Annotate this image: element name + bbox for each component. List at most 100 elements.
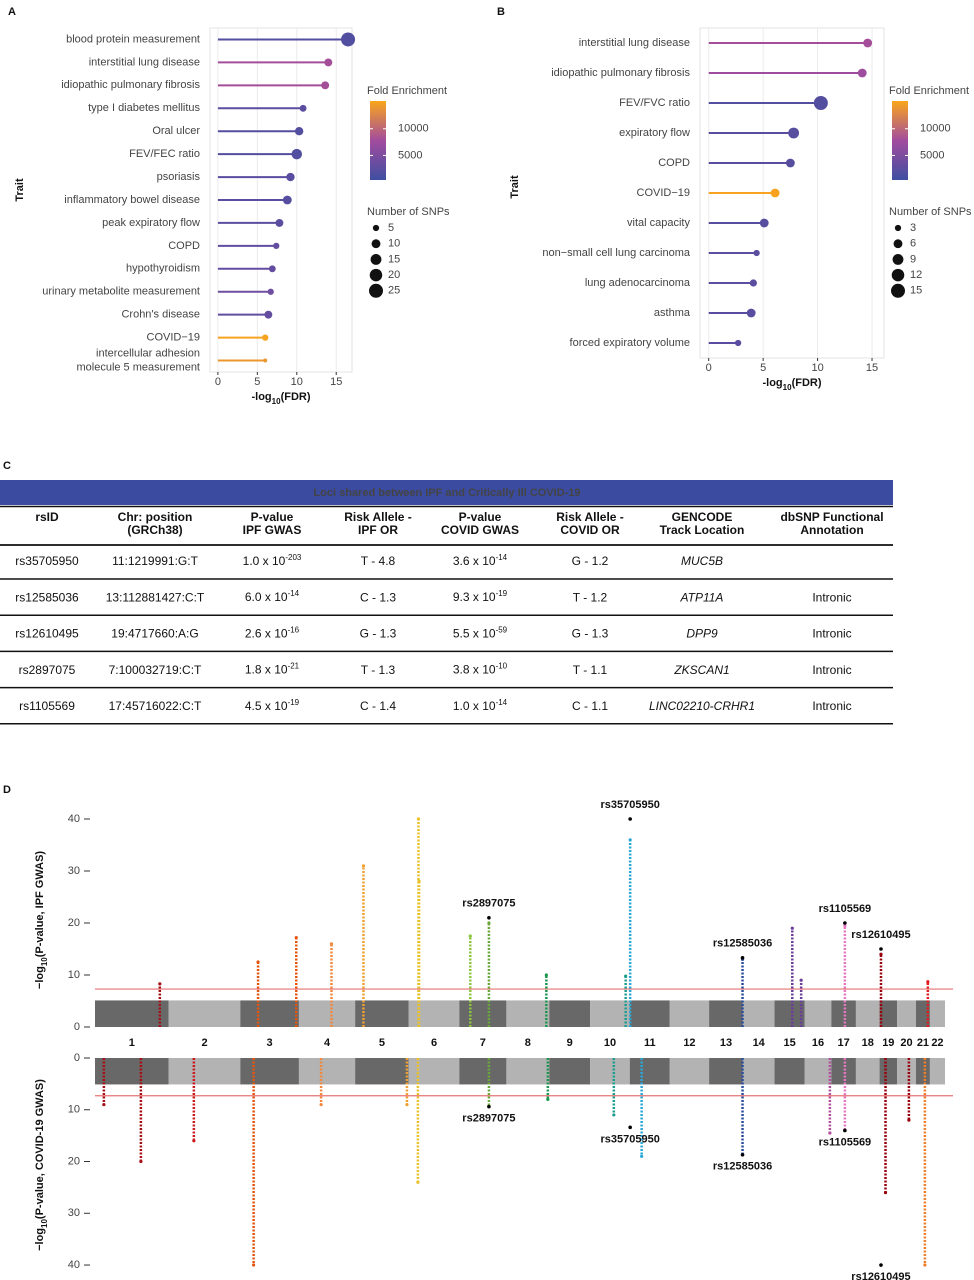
chrom-band [897, 1000, 916, 1027]
chrom-label: 17 [838, 1037, 850, 1049]
chrom-band [929, 1058, 945, 1085]
y-axis-label: −log10(P-value, IPF GWAS) [34, 851, 49, 990]
dot [268, 265, 276, 273]
chrom-label: 11 [644, 1037, 656, 1049]
table-cell-sup: -21 [288, 661, 300, 670]
x-tick-label: 0 [215, 376, 221, 388]
colorbar-label: 10000 [398, 123, 429, 135]
dot [275, 218, 284, 227]
y-axis-label-sub: 10 [40, 957, 49, 966]
chrom-label: 19 [882, 1037, 894, 1049]
chrom-band [168, 1000, 241, 1027]
dot [294, 127, 304, 136]
y-axis-label: Trait [14, 178, 26, 202]
chrom-band [879, 1058, 898, 1085]
size-label: 12 [910, 269, 922, 281]
size-label: 5 [388, 222, 394, 234]
table-cell: T - 1.2 [573, 590, 608, 604]
size-label: 6 [910, 238, 916, 250]
peak-top [828, 1131, 832, 1135]
chrom-band [459, 1000, 507, 1027]
annotated-snp [740, 956, 745, 960]
dot [734, 339, 742, 347]
category-label: non−small cell lung carcinoma [542, 247, 691, 259]
y-tick-label: 40 [68, 813, 80, 825]
annotated-snp [740, 1152, 745, 1157]
table-header-line: (GRCh38) [127, 523, 182, 537]
chrom-band [915, 1058, 930, 1085]
dot [863, 38, 873, 48]
chrom-band [742, 1000, 775, 1027]
table-cell-sup: -14 [496, 553, 508, 562]
table-cell-base: 2.6 x 10 [245, 627, 288, 641]
table-cell-base: 1.0 x 10 [243, 554, 286, 568]
chrom-label: 1 [129, 1037, 135, 1049]
chrom-label: 15 [783, 1037, 795, 1049]
annotated-snp [487, 1104, 491, 1109]
snp-label: rs1105569 [819, 903, 872, 915]
table-header-line: GENCODE [672, 510, 733, 524]
x-axis-label: -log10(FDR) [251, 391, 310, 406]
table-cell: Intronic [812, 699, 851, 713]
peak-top [883, 1190, 888, 1195]
chrom-label: 10 [604, 1037, 616, 1049]
chrom-label: 4 [324, 1037, 331, 1049]
x-axis-label-base: -log [251, 391, 271, 403]
snp-label: rs1105569 [819, 1136, 872, 1148]
category-label-line: intercellular adhesion [96, 347, 200, 359]
y-tick-label: 20 [68, 1155, 80, 1167]
table-cell: MUC5B [681, 554, 723, 568]
dot [262, 334, 269, 341]
table-cell: C - 1.3 [360, 590, 396, 604]
chrom-band [915, 1000, 930, 1027]
table-cell-base: 6.0 x 10 [245, 590, 288, 604]
table-cell-sup: -16 [288, 625, 300, 634]
peak-top [544, 973, 548, 977]
chrom-label: 8 [525, 1037, 531, 1049]
chrom-band [408, 1058, 460, 1085]
chrom-label: 6 [431, 1037, 437, 1049]
table-cell-base: 5.5 x 10 [453, 627, 496, 641]
y-tick-label: 10 [68, 1104, 80, 1116]
table-cell: ZKSCAN1 [673, 663, 729, 677]
x-tick-label: 15 [330, 376, 342, 388]
category-label: interstitial lung disease [579, 37, 690, 49]
dot [746, 308, 756, 318]
table-cell: T - 1.3 [361, 663, 396, 677]
table-cell: rs12585036 [15, 590, 79, 604]
peak-top [256, 960, 260, 964]
category-label: idiopathic pulmonary fibrosis [61, 79, 200, 91]
dot [299, 104, 307, 112]
category-label: lung adenocarcinoma [585, 277, 691, 289]
y-axis-label-rest: (P-value, COVID-19 GWAS) [34, 1079, 46, 1219]
table-title: Loci shared between IPF and Critically I… [313, 487, 580, 499]
plot-border [209, 27, 353, 373]
y-axis-label-sub: 10 [40, 1219, 49, 1228]
chrom-label: 16 [812, 1037, 824, 1049]
peak-top [546, 1097, 550, 1102]
chrom-band [804, 1000, 832, 1027]
category-label: Crohn's disease [121, 309, 200, 321]
chrom-band [240, 1058, 299, 1085]
dot [267, 288, 274, 295]
peak-top [487, 921, 491, 925]
category-label: FEV/FVC ratio [619, 97, 690, 109]
x-tick-label: 15 [866, 362, 878, 374]
chrom-label: 20 [900, 1037, 912, 1049]
legend-title: Number of SNPs [367, 206, 450, 218]
table-header-line: Risk Allele - [556, 510, 624, 524]
size-key [372, 224, 380, 232]
legend-title: Number of SNPs [889, 206, 972, 218]
x-tick-label: 0 [706, 362, 712, 374]
annotated-snp [487, 916, 491, 920]
table-cell: 4.5 x 10-19 [245, 697, 300, 713]
table-cell-sup: -14 [288, 589, 300, 598]
chrom-band [709, 1058, 743, 1085]
table-header-line: COVID OR [560, 523, 620, 537]
colorbar-label: 5000 [920, 149, 944, 161]
chrom-label: 21 [917, 1037, 929, 1049]
category-label: hypothyroidism [126, 263, 200, 275]
size-label: 15 [388, 253, 400, 265]
table-cell: ATP11A [680, 590, 724, 604]
